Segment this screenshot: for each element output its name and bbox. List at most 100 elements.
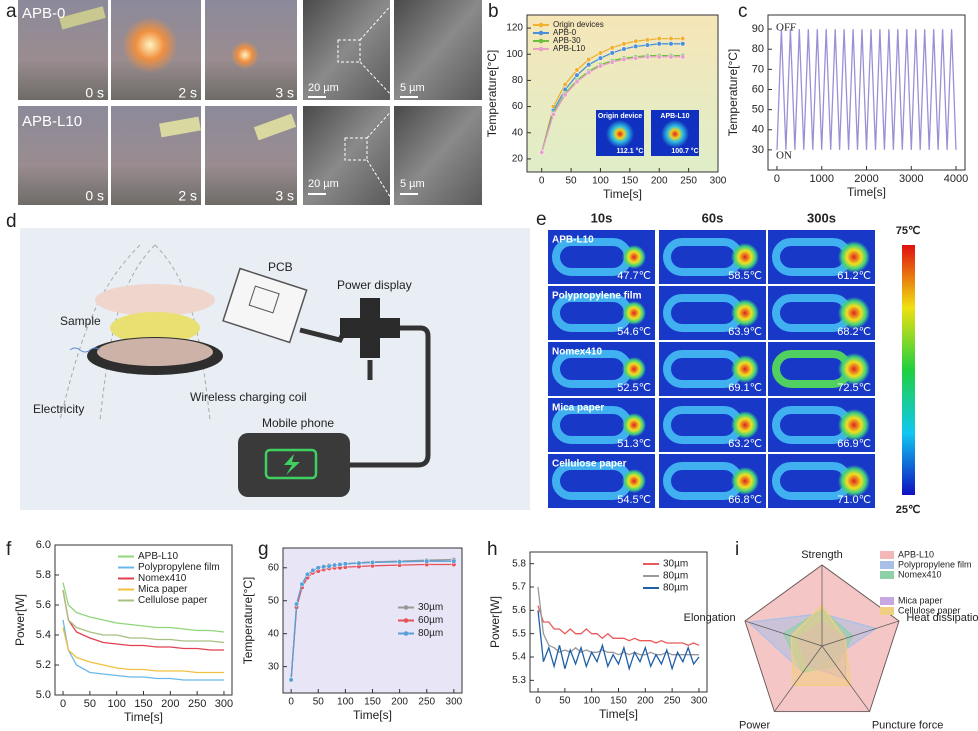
sample-name: APB-L10: [22, 113, 82, 130]
inset-spot: [606, 120, 634, 148]
temperature-label: 68.2℃: [837, 326, 871, 338]
inset-label: 112.1 °C: [617, 147, 644, 155]
marker: [656, 36, 662, 42]
time-label: 3 s: [275, 188, 294, 204]
legend-marker: [403, 605, 409, 610]
hot-spot: [731, 243, 759, 271]
legend-label: Cellulose paper: [138, 595, 208, 606]
panel-label: e: [536, 209, 547, 230]
x-tick-label: 200: [161, 698, 179, 710]
legend-label: APB-L10: [553, 44, 586, 53]
y-tick-label: 40: [752, 124, 764, 136]
y-axis-label: Temperature[°C]: [726, 49, 740, 137]
hot-spot: [622, 469, 646, 493]
panel-d: PCB Power display Sample Electricity Wir…: [20, 228, 530, 510]
marker: [574, 79, 580, 85]
zoom-line: [366, 159, 395, 204]
x-tick-label: 50: [559, 696, 571, 707]
x-tick-label: 250: [680, 176, 697, 187]
legend-label: Mica paper: [138, 584, 188, 595]
radar-axis-label: Power: [739, 720, 771, 731]
x-tick-label: 100: [583, 696, 600, 707]
sample-name: APB-0: [22, 5, 65, 22]
legend-swatch: [880, 551, 894, 559]
sample-strip: [253, 113, 297, 141]
y-tick-label: 60: [752, 83, 764, 95]
scale-bar-label: 20 µm: [308, 82, 339, 94]
marker: [668, 41, 674, 47]
series-line: [62, 589, 224, 651]
legend-swatch: [880, 561, 894, 569]
axis-frame: [282, 547, 463, 694]
marker: [680, 41, 686, 47]
x-tick-label: 150: [134, 698, 152, 710]
x-tick-label: 50: [84, 698, 96, 710]
zoom-box: [337, 39, 361, 63]
x-axis-label: Time[s]: [603, 187, 642, 201]
y-tick-label: 80: [512, 75, 524, 86]
hot-spot: [731, 411, 759, 439]
sample-strip: [59, 6, 106, 30]
panel-label: h: [487, 539, 498, 560]
inset-label: APB-L10: [660, 113, 689, 120]
marker: [597, 63, 604, 69]
marker: [656, 41, 662, 47]
marker: [342, 561, 348, 567]
radar-spoke: [744, 620, 823, 647]
y-tick-label: 5.0: [36, 689, 51, 701]
x-tick-label: 150: [622, 176, 639, 187]
marker: [586, 70, 592, 76]
series-line: [776, 29, 957, 150]
x-tick-label: 100: [592, 176, 609, 187]
legend-swatch: [880, 607, 894, 615]
marker: [633, 43, 639, 49]
flame: [122, 17, 178, 73]
x-tick-label: 2000: [854, 173, 878, 185]
diagram-label: PCB: [268, 260, 293, 274]
inset-spot: [661, 120, 689, 148]
marker: [609, 59, 615, 65]
panel-label: g: [258, 539, 269, 560]
sem-image: [394, 106, 482, 205]
marker: [586, 56, 592, 63]
zoom-box: [344, 137, 368, 161]
marker: [586, 62, 592, 68]
scale-bar-label: 20 µm: [308, 178, 339, 190]
radar-spoke: [821, 645, 870, 712]
temperature-label: 71.0℃: [837, 494, 871, 506]
colorbar-label: 75℃: [896, 225, 921, 237]
temperature-label: 69.1℃: [728, 382, 762, 394]
axis-frame: [767, 14, 966, 171]
panel-label: a: [6, 1, 17, 22]
marker: [424, 558, 430, 564]
row-label: Nomex410: [552, 347, 602, 358]
series-line: [62, 582, 225, 633]
row-label: Mica paper: [552, 403, 604, 414]
hot-spot: [622, 357, 646, 381]
marker: [644, 42, 651, 48]
x-axis-label: Time[s]: [599, 707, 638, 721]
legend-marker: [403, 631, 409, 636]
marker: [294, 601, 300, 607]
marker: [337, 561, 343, 568]
hot-spot: [838, 353, 870, 385]
colorbar: [902, 245, 915, 495]
legend-label: 80µm: [663, 571, 688, 582]
temperature-label: 61.2℃: [837, 270, 871, 282]
hot-spot: [731, 299, 759, 327]
row-label: Polypropylene film: [552, 291, 642, 302]
marker: [574, 72, 580, 78]
y-tick-label: 5.2: [36, 659, 51, 671]
radar-axis-label: Strength: [801, 549, 843, 561]
x-axis-label: Time[s]: [847, 185, 886, 199]
x-tick-label: 0: [288, 697, 294, 708]
legend-label: 80µm: [418, 628, 443, 639]
marker: [451, 558, 457, 564]
x-tick-label: 200: [651, 176, 668, 187]
marker: [562, 81, 568, 87]
x-tick-label: 0: [60, 698, 66, 710]
column-header: 60s: [702, 210, 724, 225]
scale-bar-label: 5 µm: [400, 82, 425, 94]
y-tick-label: 5.3: [512, 675, 526, 686]
